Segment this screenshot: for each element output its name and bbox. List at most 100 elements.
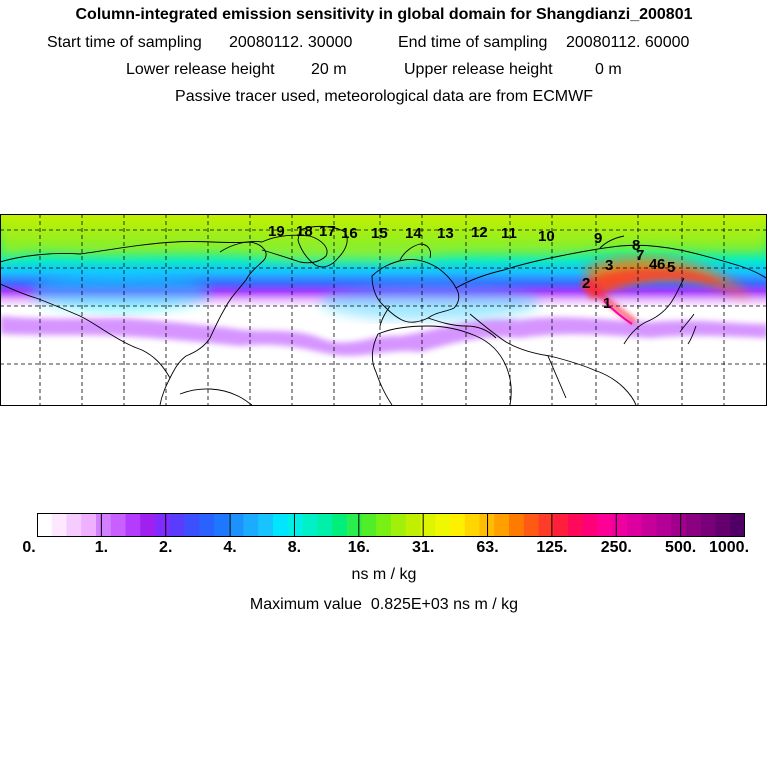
trajectory-label: 19 — [268, 223, 285, 240]
colorbar-swatch — [66, 513, 82, 537]
colorbar-swatch — [273, 513, 289, 537]
colorbar-swatch — [258, 513, 274, 537]
colorbar-swatch — [81, 513, 97, 537]
trajectory-label: 16 — [341, 225, 358, 242]
colorbar-swatch — [184, 513, 200, 537]
tracer-note: Passive tracer used, meteorological data… — [175, 88, 593, 105]
plot-title: Column-integrated emission sensitivity i… — [75, 6, 693, 23]
colorbar-swatch — [169, 513, 185, 537]
start-time-label: Start time of sampling — [47, 34, 202, 51]
colorbar-swatch — [391, 513, 407, 537]
colorbar-swatch — [450, 513, 466, 537]
end-time-value: 20080112. 60000 — [566, 34, 690, 51]
colorbar-tick-label: 500. — [665, 539, 697, 556]
trajectory-label: 3 — [605, 257, 613, 274]
colorbar-swatch — [405, 513, 421, 537]
trajectory-label: 10 — [538, 228, 555, 245]
colorbar-swatch — [376, 513, 392, 537]
colorbar-swatch — [332, 513, 348, 537]
start-time-value: 20080112. 30000 — [229, 34, 353, 51]
colorbar-swatch — [494, 513, 510, 537]
colorbar-tick-label: 1000. — [708, 539, 750, 556]
colorbar-swatch — [568, 513, 584, 537]
maximum-value: Maximum value 0.825E+03 ns m / kg — [0, 596, 768, 614]
trajectory-label: 5 — [667, 259, 675, 276]
colorbar-swatch — [582, 513, 598, 537]
trajectory-label: 17 — [319, 223, 336, 240]
colorbar-swatch — [110, 513, 126, 537]
colorbar-swatch — [140, 513, 156, 537]
colorbar-swatch — [656, 513, 672, 537]
trajectory-label: 4 — [649, 256, 658, 273]
colorbar-swatch — [317, 513, 333, 537]
colorbar-tick-label: 1. — [94, 539, 109, 556]
trajectory-label: 9 — [594, 230, 602, 247]
colorbar-swatch — [597, 513, 613, 537]
maximum-value-number: 0.825E+03 — [370, 596, 449, 613]
upper-height-value: 0 m — [595, 61, 622, 78]
colorbar-swatch — [96, 513, 112, 537]
colorbar-swatch — [553, 513, 569, 537]
colorbar-swatch — [125, 513, 141, 537]
colorbar-frame — [37, 513, 745, 537]
map-frame — [0, 214, 767, 406]
trajectory-labels: 1 2 3 4 5 6 7 8 9 10 11 12 13 14 15 16 1… — [268, 223, 675, 312]
colorbar-swatch — [214, 513, 230, 537]
colorbar-swatch — [243, 513, 259, 537]
trajectory-label: 12 — [471, 224, 488, 241]
colorbar-tick-label: 0. — [22, 539, 36, 556]
colorbar-swatch — [199, 513, 215, 537]
colorbar-tick-label: 250. — [600, 539, 632, 556]
colorbar-tick-label: 2. — [159, 539, 173, 556]
upper-height-label: Upper release height — [404, 61, 553, 78]
colorbar-swatch — [730, 513, 745, 537]
colorbar-swatch — [228, 513, 244, 537]
colorbar-swatch — [464, 513, 480, 537]
emission-sensitivity-map: 1 2 3 4 5 6 7 8 9 10 11 12 13 14 15 16 1… — [0, 214, 768, 406]
colorbar-units: ns m / kg — [351, 566, 417, 583]
colorbar-swatch — [538, 513, 554, 537]
trajectory-line — [603, 300, 633, 325]
colorbar-tick-label: 16. — [347, 539, 370, 556]
colorbar-swatch — [627, 513, 643, 537]
maximum-value-label: Maximum value — [249, 596, 362, 613]
colorbar — [37, 513, 745, 537]
trajectory-label: 6 — [657, 256, 665, 273]
graticule — [0, 214, 768, 406]
trajectory-label: 11 — [501, 225, 517, 242]
colorbar-swatch — [509, 513, 525, 537]
colorbar-swatch — [523, 513, 539, 537]
colorbar-tick-label: 31. — [412, 539, 435, 556]
maximum-value-units: ns m / kg — [453, 596, 519, 613]
trajectory-label: 2 — [582, 275, 590, 292]
trajectory-label: 1 — [603, 295, 611, 312]
colorbar-swatch — [612, 513, 628, 537]
trajectory-label: 18 — [296, 223, 313, 240]
sensitivity-field — [1, 215, 766, 405]
lower-height-value: 20 m — [311, 61, 347, 78]
trajectory-label: 8 — [632, 237, 640, 254]
trajectory-label: 7 — [636, 247, 644, 264]
colorbar-swatch — [346, 513, 362, 537]
colorbar-swatch — [715, 513, 731, 537]
colorbar-tick-label: 63. — [476, 539, 499, 556]
colorbar-swatch — [302, 513, 318, 537]
colorbar-swatch — [287, 513, 303, 537]
colorbar-tick-label: 8. — [287, 539, 302, 556]
colorbar-swatch — [155, 513, 171, 537]
trajectory-label: 15 — [371, 225, 388, 242]
colorbar-tick-label: 125. — [536, 539, 568, 556]
trajectory-label: 13 — [437, 225, 454, 242]
lower-height-label: Lower release height — [126, 61, 275, 78]
colorbar-swatch — [51, 513, 67, 537]
trajectory-label: 14 — [405, 225, 422, 242]
colorbar-swatch — [37, 513, 53, 537]
colorbar-swatch — [361, 513, 377, 537]
colorbar-swatch — [420, 513, 436, 537]
colorbar-swatch — [686, 513, 702, 537]
colorbar-tick-label: 4. — [223, 539, 237, 556]
colorbar-swatch — [671, 513, 687, 537]
colorbar-swatch — [435, 513, 451, 537]
end-time-label: End time of sampling — [398, 34, 548, 51]
colorbar-swatch — [641, 513, 657, 537]
